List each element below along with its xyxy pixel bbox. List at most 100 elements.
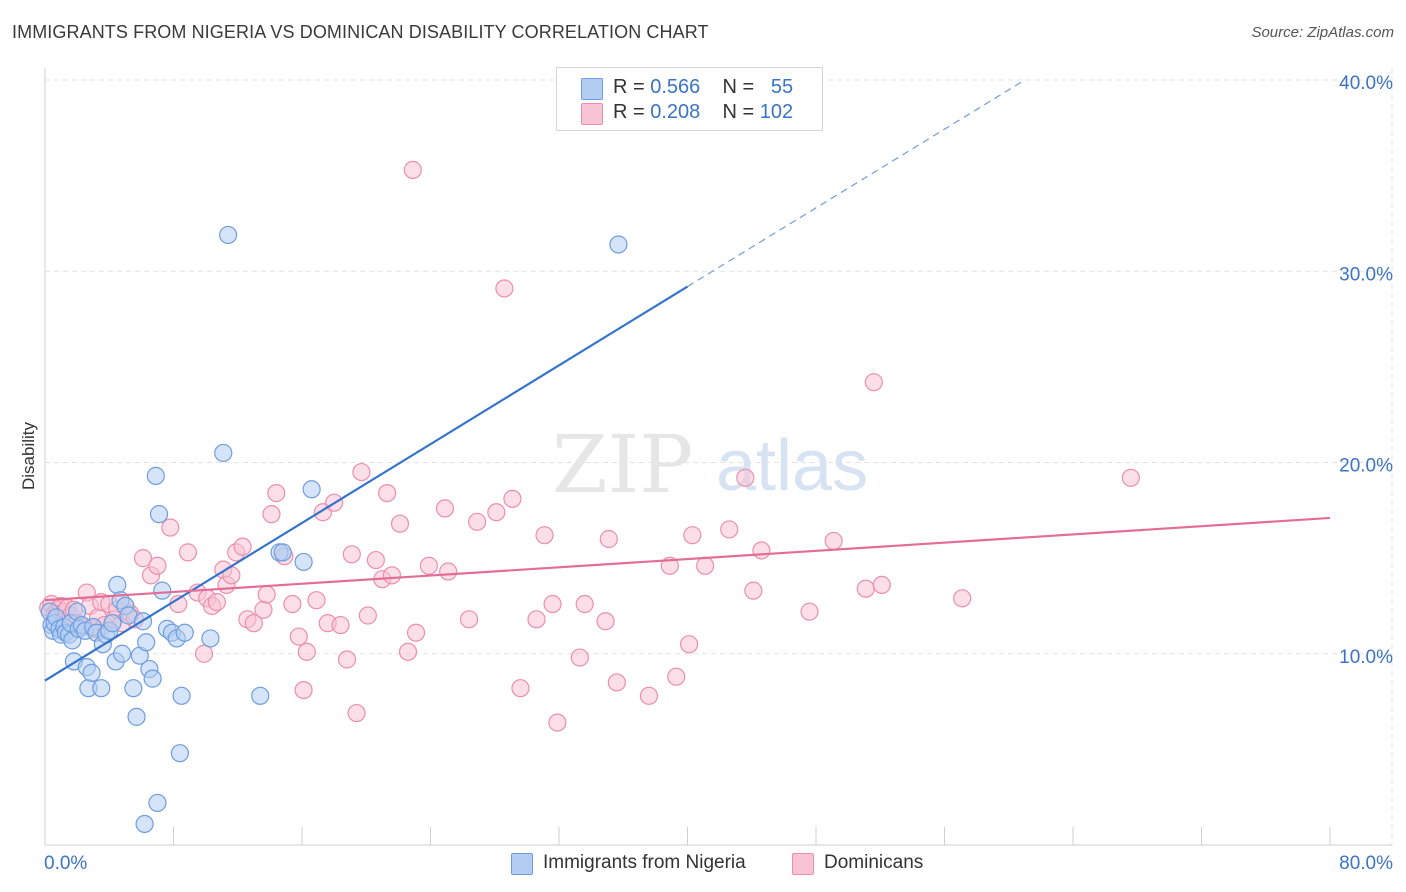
bottom-legend-label: Dominicans: [824, 852, 924, 873]
data-point: [170, 744, 190, 763]
axes: [44, 68, 1392, 846]
data-point: [146, 466, 165, 485]
data-point: [752, 541, 771, 560]
data-point: [609, 235, 628, 254]
data-point: [487, 503, 506, 522]
trend-lines: [44, 79, 1331, 682]
data-point: [175, 623, 194, 642]
data-point: [307, 591, 326, 610]
data-point: [358, 606, 377, 625]
data-point: [435, 499, 455, 518]
data-point: [112, 644, 132, 663]
data-point: [178, 543, 198, 562]
data-point: [570, 648, 589, 667]
data-point: [736, 468, 755, 487]
data-point: [744, 581, 763, 600]
legend-n-label: N =: [722, 101, 755, 123]
y-tick-label: 20.0%: [1339, 456, 1393, 477]
watermark: ZIP atlas: [552, 418, 868, 511]
data-point: [607, 673, 626, 692]
data-point: [800, 602, 819, 621]
legend-r-value: 0.566: [650, 76, 701, 98]
data-point: [244, 614, 263, 633]
data-point: [82, 663, 101, 682]
legend-n-value: 102: [759, 101, 794, 123]
data-point: [214, 443, 233, 463]
data-point: [127, 707, 146, 726]
data-point: [467, 512, 487, 531]
data-point: [262, 505, 281, 524]
data-point: [289, 627, 308, 646]
data-point: [133, 549, 153, 568]
data-point: [257, 585, 276, 604]
data-point: [543, 594, 562, 614]
data-point: [347, 703, 366, 723]
chart-title: IMMIGRANTS FROM NIGERIA VS DOMINICAN DIS…: [12, 22, 709, 42]
data-point: [149, 505, 169, 524]
data-point: [143, 669, 162, 688]
data-point: [548, 713, 567, 732]
legend-swatch-blue: [581, 78, 603, 100]
data-point: [219, 225, 238, 245]
data-point: [390, 514, 410, 533]
data-point: [352, 462, 371, 482]
data-point: [403, 160, 422, 179]
data-point: [331, 615, 350, 635]
y-axis-label: Disability: [19, 421, 38, 490]
data-point: [639, 686, 659, 705]
watermark-zip: ZIP: [552, 418, 693, 511]
data-point: [92, 679, 111, 698]
data-point: [201, 629, 220, 648]
data-point: [1121, 468, 1140, 487]
legend-swatch-pink: [581, 103, 603, 125]
data-point: [419, 556, 438, 575]
legend-n-value: 55: [770, 76, 794, 98]
data-point: [378, 484, 397, 503]
data-point: [527, 610, 546, 629]
data-point: [406, 623, 426, 642]
watermark-atlas: atlas: [716, 426, 868, 506]
data-point: [596, 612, 615, 631]
data-point: [953, 589, 972, 608]
data-point: [273, 543, 292, 562]
data-point: [495, 279, 514, 298]
source-credit: Source: ZipAtlas.com: [1251, 24, 1394, 41]
bottom-legend-swatch-blue: [511, 853, 533, 875]
data-point: [137, 633, 156, 652]
data-point: [696, 556, 715, 575]
x-tick-label: 80.0%: [1339, 853, 1393, 874]
legend-r-label: R =: [613, 101, 645, 123]
nigeria-trend-line: [44, 285, 689, 682]
data-point: [161, 518, 180, 537]
data-point: [294, 680, 313, 700]
data-point: [680, 635, 699, 654]
data-point: [382, 566, 402, 585]
data-point: [254, 600, 273, 619]
data-point: [864, 373, 883, 392]
data-point: [337, 650, 357, 669]
data-point: [398, 642, 418, 661]
data-point: [207, 593, 226, 612]
data-point: [148, 556, 167, 575]
bottom-legend-label: Immigrants from Nigeria: [543, 852, 746, 873]
y-tick-label: 10.0%: [1339, 647, 1393, 668]
data-point: [108, 575, 127, 595]
data-point: [172, 686, 191, 705]
data-point: [267, 484, 286, 503]
data-point: [720, 520, 739, 539]
y-tick-label: 40.0%: [1339, 73, 1393, 94]
data-point: [667, 667, 686, 686]
dominicans-trend-line: [44, 516, 1331, 602]
data-point: [459, 610, 479, 629]
data-point: [294, 552, 313, 572]
data-point: [251, 686, 270, 705]
correlation-legend: R = 0.566 N = 55 R = 0.208 N = 102: [556, 67, 823, 131]
bottom-legend-swatch-pink: [792, 853, 814, 875]
data-point: [439, 562, 458, 581]
data-point: [135, 814, 154, 834]
data-point: [194, 644, 214, 663]
legend-r-label: R =: [613, 76, 645, 98]
tick-labels: 10.0% 20.0% 30.0% 40.0% 0.0% 80.0%: [44, 73, 1393, 874]
data-point: [103, 614, 122, 633]
